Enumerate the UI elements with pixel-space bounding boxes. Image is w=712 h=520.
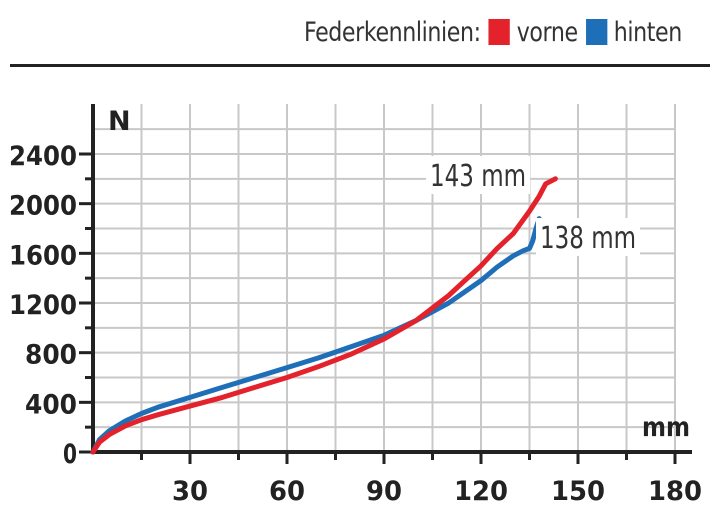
legend-swatch-vorne [488,19,511,45]
legend-title: Federkennlinien: [304,16,481,48]
header-rule [10,64,710,67]
x-tick-label: 60 [269,476,305,507]
series-line-vorne [90,176,558,455]
legend-label-vorne: vorne [516,16,578,48]
y-tick-label: 0 [63,439,77,470]
y-tick-label: 400 [25,389,77,420]
y-tick-label: 1600 [9,240,77,271]
legend-label-hinten: hinten [613,16,683,48]
series-line-hinten [90,216,542,455]
x-tick-label: 90 [366,476,402,507]
end-label-vorne: 143 mm [430,159,526,194]
end-label-hinten: 138 mm [540,221,636,256]
legend-swatch-hinten [586,19,608,45]
end-label-bg-hinten [536,218,640,256]
x-axis-label: mm [642,412,690,443]
x-tick-label: 30 [172,476,208,507]
y-tick-label: 800 [25,340,77,371]
y-tick-label: 2400 [9,141,77,172]
x-tick-label: 120 [454,476,508,507]
y-tick-label: 1200 [9,290,77,321]
x-tick-label: 180 [648,476,702,507]
legend: Federkennlinien: vorne hinten [304,12,682,52]
y-tick-label: 2000 [9,191,77,222]
x-tick-label: 150 [551,476,605,507]
y-axis-label: N [108,106,131,137]
end-label-bg-vorne [426,156,530,194]
